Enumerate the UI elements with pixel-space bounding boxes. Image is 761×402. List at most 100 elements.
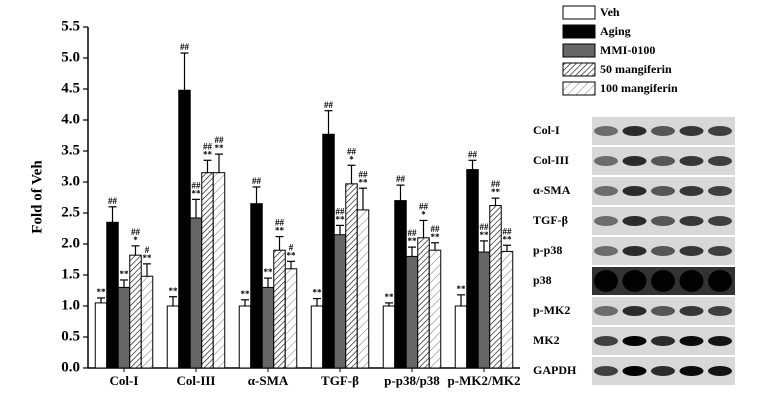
blot-band <box>679 270 704 292</box>
blot-band <box>594 306 618 316</box>
significance-label: ## <box>131 227 141 237</box>
bar <box>333 234 347 369</box>
error-bar <box>192 198 200 218</box>
blot-band <box>651 156 675 166</box>
significance-label: ** <box>287 250 297 260</box>
bar <box>117 286 131 369</box>
significance-label: * <box>349 154 354 164</box>
significance-label: ## <box>491 179 501 189</box>
blot-band <box>679 366 704 376</box>
bar <box>417 237 430 369</box>
blot-label: Col-I <box>533 123 560 137</box>
blot-band <box>708 126 732 136</box>
blot-label: GAPDH <box>533 363 577 377</box>
significance-label: ## <box>275 218 285 228</box>
bar <box>310 305 324 369</box>
y-tick-label: 5.5 <box>61 18 80 34</box>
significance-label: ## <box>347 146 357 156</box>
y-tick-label: 0.0 <box>61 359 80 375</box>
error-bar <box>396 184 405 201</box>
significance-label: ** <box>491 187 501 197</box>
bar <box>394 200 407 369</box>
error-bar <box>408 246 416 257</box>
significance-label: ## <box>396 174 406 184</box>
bar <box>466 169 479 369</box>
significance-label: ** <box>503 234 513 244</box>
significance-label: ** <box>143 253 153 263</box>
error-bar <box>275 235 284 251</box>
error-bar <box>108 206 117 223</box>
significance-label: ** <box>241 289 251 299</box>
blot-band <box>594 186 618 196</box>
legend-swatch <box>562 24 596 39</box>
blot-band <box>651 216 675 226</box>
error-bar <box>313 297 321 306</box>
blot-band <box>594 216 618 226</box>
blot-band <box>679 156 704 166</box>
significance-label: ## <box>480 222 490 232</box>
blot-label: TGF-β <box>533 213 568 227</box>
significance-label: ** <box>215 143 225 153</box>
blot-band <box>594 270 618 292</box>
blot-band <box>622 306 647 316</box>
error-bar <box>215 153 223 173</box>
legend-swatch <box>562 5 596 20</box>
x-tick-label: Col-I <box>110 373 139 388</box>
significance-label: * <box>421 210 426 220</box>
significance-label: ** <box>275 226 285 236</box>
significance-label: ## <box>108 196 118 206</box>
error-bar <box>385 302 393 306</box>
error-bar <box>491 197 500 206</box>
error-bar <box>468 159 477 170</box>
y-tick-label: 2.5 <box>61 204 80 220</box>
error-bar <box>359 187 367 210</box>
y-tick-label: 3.5 <box>61 142 80 158</box>
bar <box>273 249 286 369</box>
blot-band <box>651 366 675 376</box>
significance-label: ** <box>264 267 274 277</box>
bar <box>166 305 180 369</box>
significance-label: ## <box>336 206 346 216</box>
y-tick-label: 2.0 <box>61 235 80 251</box>
blot-band <box>594 246 618 256</box>
legend-label: 50 mangiferin <box>600 62 672 76</box>
significance-label: ** <box>457 284 467 294</box>
significance-label: ** <box>480 230 490 240</box>
blot-label: p38 <box>533 273 552 287</box>
blot-band <box>679 216 704 226</box>
significance-label: ## <box>180 42 190 52</box>
bar <box>238 305 252 369</box>
significance-label: ** <box>359 177 369 187</box>
error-bar <box>241 299 249 306</box>
x-tick-label: p-MK2/MK2 <box>448 373 521 388</box>
significance-label: ** <box>97 287 107 297</box>
significance-label: ** <box>120 269 130 279</box>
significance-label: ** <box>169 286 179 296</box>
bar <box>129 254 142 369</box>
blot-band <box>622 156 647 166</box>
blot-band <box>651 186 675 196</box>
y-tick-label: 3.0 <box>61 173 80 189</box>
bar <box>382 305 396 369</box>
error-bar <box>180 52 189 91</box>
significance-label: # <box>289 242 294 252</box>
blot-band <box>651 270 675 292</box>
bar <box>212 172 226 369</box>
blot-band <box>651 246 675 256</box>
blot-image: Col-I Col-III α-SMA TGF-β p-p38 p38 p-MK2 MK2 GA… <box>533 117 735 385</box>
blot-band <box>651 336 675 346</box>
legend-swatch <box>562 43 596 58</box>
blot-band <box>679 246 704 256</box>
error-bar <box>252 186 261 204</box>
significance-label: ## <box>324 100 334 110</box>
bar <box>201 172 214 369</box>
error-bar <box>431 242 439 251</box>
blot-band <box>679 336 704 346</box>
bar <box>477 251 491 369</box>
blot-band <box>594 336 618 346</box>
blot-band <box>679 186 704 196</box>
legend-label: Veh <box>600 5 620 19</box>
blot-band <box>651 126 675 136</box>
blot-band <box>708 336 732 346</box>
